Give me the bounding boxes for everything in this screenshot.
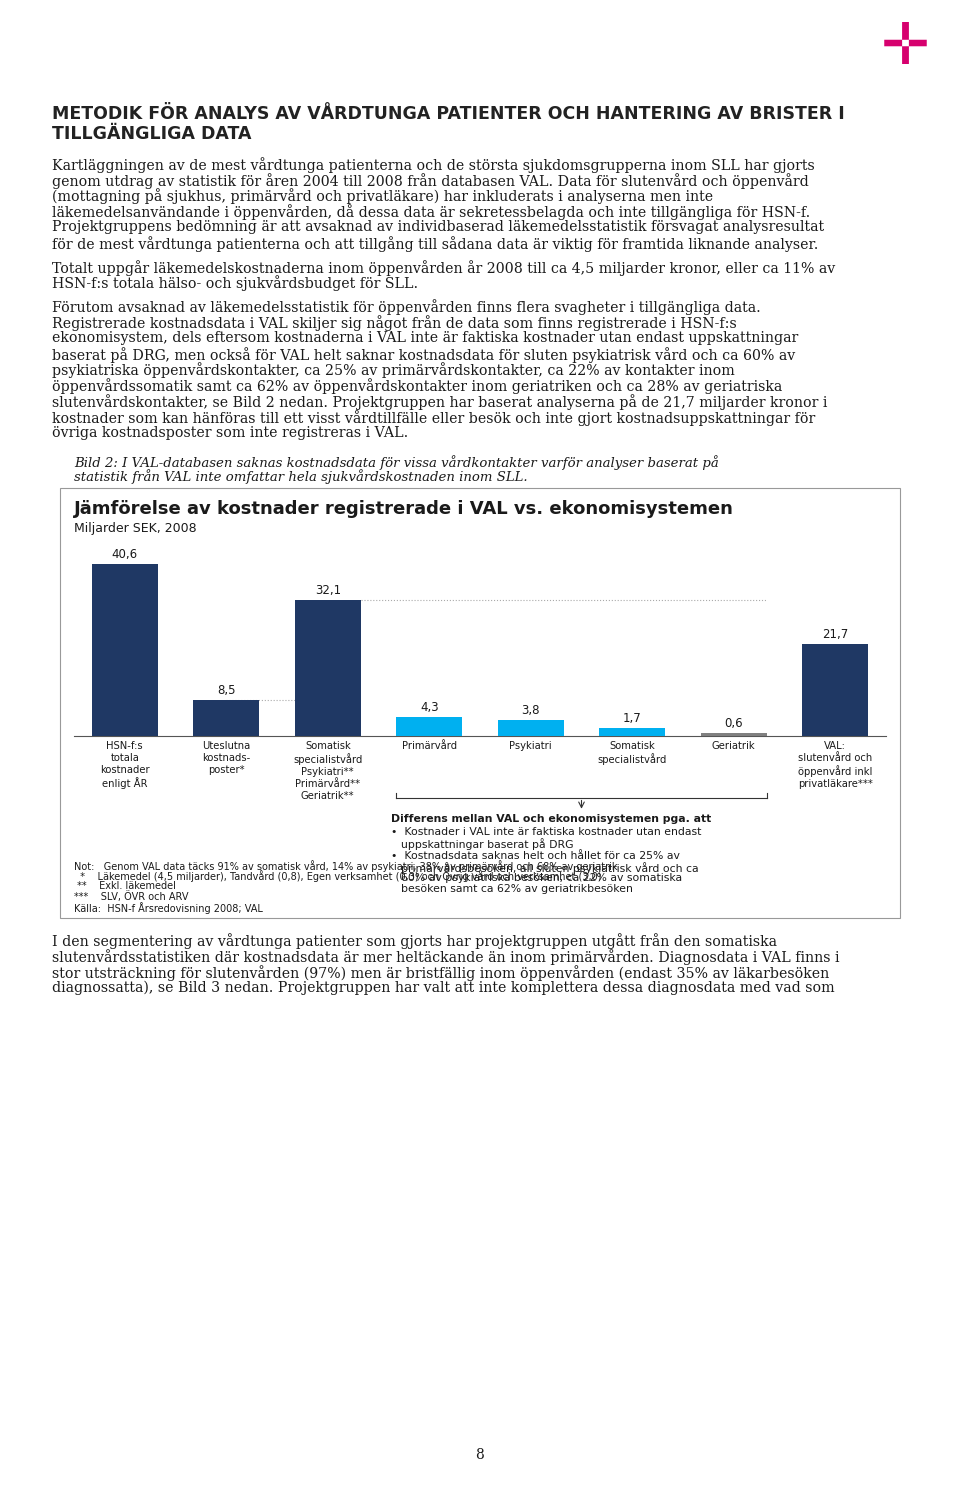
- Text: stor utsträckning för slutenvården (97%) men är bristfällig inom öppenvården (en: stor utsträckning för slutenvården (97%)…: [52, 965, 829, 982]
- Bar: [295, 600, 361, 735]
- Text: öppenvårdssomatik samt ca 62% av öppenvårdskontakter inom geriatriken och ca 28%: öppenvårdssomatik samt ca 62% av öppenvå…: [52, 379, 782, 395]
- Text: genom utdrag av statistik för åren 2004 till 2008 från databasen VAL. Data för s: genom utdrag av statistik för åren 2004 …: [52, 172, 808, 189]
- Text: Geriatrik: Geriatrik: [712, 741, 756, 750]
- Text: besöken samt ca 62% av geriatrikbesöken: besöken samt ca 62% av geriatrikbesöken: [401, 884, 634, 894]
- Text: Somatisk
specialistvård: Somatisk specialistvård: [597, 741, 667, 765]
- Text: övriga kostnadsposter som inte registreras i VAL.: övriga kostnadsposter som inte registrer…: [52, 426, 408, 440]
- Text: 8: 8: [475, 1448, 485, 1463]
- Text: läkemedelsanvändande i öppenvården, då dessa data är sekretessbelagda och inte t: läkemedelsanvändande i öppenvården, då d…: [52, 205, 810, 220]
- Text: Projektgruppens bedömning är att avsaknad av individbaserad läkemedelsstatistik : Projektgruppens bedömning är att avsakna…: [52, 220, 824, 235]
- Text: Somatisk
specialistvård
Psykiatri**
Primärvård**
Geriatrik**: Somatisk specialistvård Psykiatri** Prim…: [293, 741, 363, 800]
- Text: 0,6: 0,6: [725, 717, 743, 731]
- Text: för de mest vårdtunga patienterna och att tillgång till sådana data är viktig fö: för de mest vårdtunga patienterna och at…: [52, 236, 818, 252]
- Text: HSN-f:s
totala
kostnader
enligt ÅR: HSN-f:s totala kostnader enligt ÅR: [100, 741, 150, 789]
- Text: primärvårdsbesöken, all sluten psykiatrisk vård och ca: primärvårdsbesöken, all sluten psykiatri…: [401, 861, 699, 873]
- Text: Bild 2: I VAL-databasen saknas kostnadsdata för vissa vårdkontakter varför analy: Bild 2: I VAL-databasen saknas kostnadsd…: [74, 456, 719, 471]
- Bar: [193, 699, 259, 735]
- Text: Not:   Genom VAL data täcks 91% av somatisk vård, 14% av psykiatri, 38% av primä: Not: Genom VAL data täcks 91% av somatis…: [74, 860, 617, 872]
- Text: •  Kostnadsdata saknas helt och hållet för ca 25% av: • Kostnadsdata saknas helt och hållet fö…: [392, 851, 680, 861]
- Text: Primärvård: Primärvård: [401, 741, 457, 750]
- Text: 40,6: 40,6: [111, 548, 138, 561]
- Text: 1,7: 1,7: [623, 713, 641, 725]
- Text: Kartläggningen av de mest vårdtunga patienterna och de största sjukdomsgrupperna: Kartläggningen av de mest vårdtunga pati…: [52, 157, 815, 172]
- Bar: [92, 564, 157, 735]
- Text: 8,5: 8,5: [217, 683, 235, 696]
- Text: I den segmentering av vårdtunga patienter som gjorts har projektgruppen utgått f: I den segmentering av vårdtunga patiente…: [52, 934, 777, 949]
- Text: TILLGÄNGLIGA DATA: TILLGÄNGLIGA DATA: [52, 125, 252, 143]
- Text: Uteslutna
kostnads-
poster*: Uteslutna kostnads- poster*: [203, 741, 251, 775]
- Text: diagnossatta), se Bild 3 nedan. Projektgruppen har valt att inte komplettera des: diagnossatta), se Bild 3 nedan. Projektg…: [52, 982, 834, 995]
- Text: baserat på DRG, men också för VAL helt saknar kostnadsdata för sluten psykiatris: baserat på DRG, men också för VAL helt s…: [52, 347, 795, 362]
- Text: psykiatriska öppenvårdskontakter, ca 25% av primärvårdskontakter, ca 22% av kont: psykiatriska öppenvårdskontakter, ca 25%…: [52, 362, 734, 379]
- Text: statistik från VAL inte omfattar hela sjukvårdskostnaden inom SLL.: statistik från VAL inte omfattar hela sj…: [74, 469, 528, 484]
- Text: Totalt uppgår läkemedelskostnaderna inom öppenvården år 2008 till ca 4,5 miljard: Totalt uppgår läkemedelskostnaderna inom…: [52, 260, 835, 276]
- Text: ***    SLV, ÖVR och ARV: *** SLV, ÖVR och ARV: [74, 891, 188, 901]
- Text: ekonomisystem, dels eftersom kostnaderna i VAL inte är faktiska kostnader utan e: ekonomisystem, dels eftersom kostnaderna…: [52, 331, 799, 345]
- Text: 32,1: 32,1: [315, 584, 341, 597]
- Bar: [396, 717, 462, 735]
- Text: Psykiatri: Psykiatri: [510, 741, 552, 750]
- Text: Jämförelse av kostnader registrerade i VAL vs. ekonomisystemen: Jämförelse av kostnader registrerade i V…: [74, 499, 733, 518]
- Text: HSN-f:s totala hälso- och sjukvårdsbudget för SLL.: HSN-f:s totala hälso- och sjukvårdsbudge…: [52, 276, 419, 291]
- Text: slutenvårdskontakter, se Bild 2 nedan. Projektgruppen har baserat analyserna på : slutenvårdskontakter, se Bild 2 nedan. P…: [52, 394, 828, 410]
- Text: 21,7: 21,7: [822, 628, 849, 642]
- Text: ✛: ✛: [880, 19, 929, 77]
- Text: **    Exkl. läkemedel: ** Exkl. läkemedel: [74, 881, 176, 891]
- Text: METODIK FÖR ANALYS AV VÅRDTUNGA PATIENTER OCH HANTERING AV BRISTER I: METODIK FÖR ANALYS AV VÅRDTUNGA PATIENTE…: [52, 105, 845, 123]
- Text: Differens mellan VAL och ekonomisystemen pga. att: Differens mellan VAL och ekonomisystemen…: [392, 814, 711, 824]
- Text: Registrerade kostnadsdata i VAL skiljer sig något från de data som finns registr: Registrerade kostnadsdata i VAL skiljer …: [52, 315, 736, 331]
- Bar: [803, 644, 868, 735]
- Text: Källa:  HSN-f Årsredovisning 2008; VAL: Källa: HSN-f Årsredovisning 2008; VAL: [74, 901, 263, 913]
- Bar: [599, 729, 665, 735]
- Bar: [498, 720, 564, 735]
- Bar: [60, 487, 900, 918]
- Text: Förutom avsaknad av läkemedelsstatistik för öppenvården finns flera svagheter i : Förutom avsaknad av läkemedelsstatistik …: [52, 300, 760, 315]
- Text: •  Kostnader i VAL inte är faktiska kostnader utan endast: • Kostnader i VAL inte är faktiska kostn…: [392, 827, 702, 836]
- Text: *    Läkemedel (4,5 miljarder), Tandvård (0,8), Egen verksamhet (0,3) och Övrig : * Läkemedel (4,5 miljarder), Tandvård (0…: [74, 870, 602, 882]
- Text: 60% av psykiatriska besöken, ca 22% av somatiska: 60% av psykiatriska besöken, ca 22% av s…: [401, 873, 683, 882]
- Text: slutenvårdsstatistiken där kostnadsdata är mer heltäckande än inom primärvården.: slutenvårdsstatistiken där kostnadsdata …: [52, 949, 839, 965]
- Text: uppskattningar baserat på DRG: uppskattningar baserat på DRG: [401, 838, 574, 849]
- Text: kostnader som kan hänföras till ett visst vårdtillfälle eller besök och inte gjo: kostnader som kan hänföras till ett viss…: [52, 410, 815, 426]
- Text: Miljarder SEK, 2008: Miljarder SEK, 2008: [74, 521, 197, 535]
- Bar: [701, 734, 767, 735]
- Text: VAL:
slutenvård och
öppenvård inkl
privatläkare***: VAL: slutenvård och öppenvård inkl priva…: [798, 741, 873, 789]
- Text: (mottagning på sjukhus, primärvård och privatläkare) har inkluderats i analysern: (mottagning på sjukhus, primärvård och p…: [52, 189, 713, 205]
- Text: 3,8: 3,8: [521, 704, 540, 717]
- Text: 4,3: 4,3: [420, 701, 439, 714]
